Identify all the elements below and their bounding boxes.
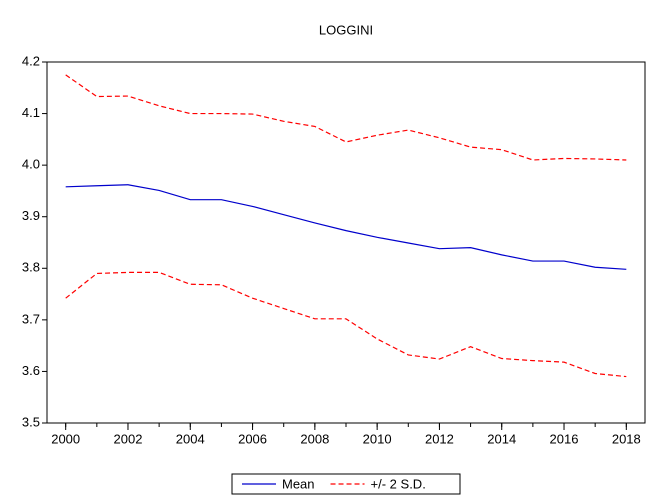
y-tick-label: 4.0: [22, 157, 40, 172]
x-tick-label: 2014: [487, 431, 516, 446]
legend-label: Mean: [282, 476, 315, 491]
x-tick-label: 2012: [425, 431, 454, 446]
y-tick-label: 3.7: [22, 311, 40, 326]
y-tick-label: 4.1: [22, 105, 40, 120]
x-tick-label: 2002: [114, 431, 143, 446]
legend-box: [231, 473, 461, 495]
series-line: [65, 184, 627, 270]
x-tick-label: 2010: [363, 431, 392, 446]
y-tick-label: 3.5: [22, 414, 40, 429]
x-tick-label: 2008: [300, 431, 329, 446]
x-tick-label: 2016: [550, 431, 579, 446]
chart-title: LOGGINI: [319, 22, 373, 37]
x-tick-label: 2018: [612, 431, 641, 446]
x-tick-label: 2004: [176, 431, 205, 446]
y-tick-label: 3.9: [22, 208, 40, 223]
legend-label: +/- 2 S.D.: [371, 476, 426, 491]
series-line: [65, 74, 627, 161]
plot-frame: [46, 61, 646, 424]
x-tick-label: 2006: [238, 431, 267, 446]
y-tick-label: 3.6: [22, 363, 40, 378]
x-tick-label: 2000: [51, 431, 80, 446]
series-line: [65, 271, 627, 378]
y-tick-label: 3.8: [22, 260, 40, 275]
y-tick-label: 4.2: [22, 53, 40, 68]
